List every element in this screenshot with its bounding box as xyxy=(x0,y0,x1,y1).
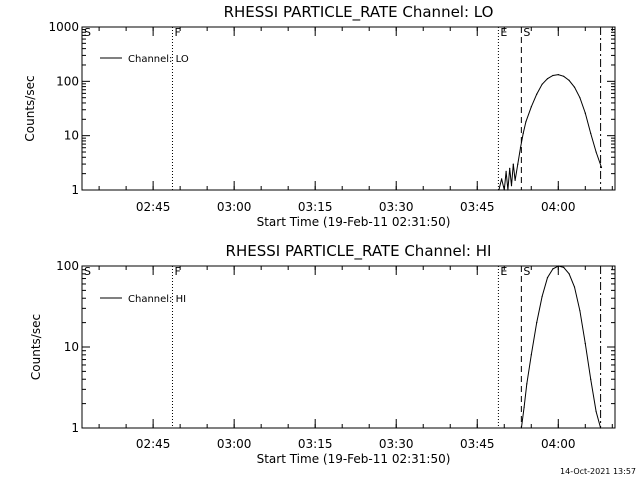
chart-panel-2: RHESSI PARTICLE_RATE Channel: HI 1 10 100 02… xyxy=(29,242,616,466)
data-point xyxy=(523,406,525,408)
chart-title: RHESSI PARTICLE_RATE Channel: LO xyxy=(224,3,494,22)
y-axis-label: Counts/sec xyxy=(23,75,37,141)
data-point xyxy=(530,354,532,356)
data-point xyxy=(505,170,507,172)
footer-timestamp: 14-Oct-2021 13:57 xyxy=(560,467,636,476)
data-point xyxy=(590,378,592,380)
data-point xyxy=(509,167,511,169)
legend-entry: Channel: HI xyxy=(128,294,186,305)
data-point xyxy=(498,189,500,191)
data-point xyxy=(552,74,554,77)
data-point xyxy=(590,132,592,134)
data-point xyxy=(573,86,576,88)
data-point xyxy=(522,132,524,134)
data-point xyxy=(517,163,519,165)
data-point xyxy=(600,166,603,169)
data-point xyxy=(563,75,565,77)
data-point xyxy=(503,189,505,191)
x-tick-label: 03:45 xyxy=(460,437,495,451)
data-point xyxy=(519,147,522,149)
y-tick-label: 1 xyxy=(71,183,79,197)
data-point xyxy=(526,383,528,385)
annotation-label: E xyxy=(500,265,507,278)
data-point xyxy=(541,295,543,298)
data-point xyxy=(595,410,597,413)
y-tick-label: 1 xyxy=(71,421,79,435)
data-point xyxy=(536,93,538,95)
data-point xyxy=(541,83,543,85)
y-tick-label: 100 xyxy=(56,259,79,273)
data-point xyxy=(520,427,523,429)
data-point xyxy=(568,79,570,81)
y-axis-label: Counts/sec xyxy=(29,314,43,380)
x-tick-label: 03:45 xyxy=(460,200,495,214)
data-point xyxy=(552,268,554,270)
data-point xyxy=(579,97,581,99)
x-tick-label: 03:00 xyxy=(217,200,252,214)
annotation-label: E xyxy=(500,26,507,39)
data-point xyxy=(536,322,538,324)
y-tick-label: 1000 xyxy=(48,20,79,34)
x-axis-label: Start Time (19-Feb-11 02:31:50) xyxy=(257,452,451,466)
x-tick-label: 03:15 xyxy=(298,437,333,451)
data-point xyxy=(584,112,586,114)
x-tick-label: 02:45 xyxy=(136,200,171,214)
y-tick-label: 10 xyxy=(64,129,79,143)
data-point xyxy=(573,286,576,288)
data-point xyxy=(546,78,549,80)
annotation-label: S xyxy=(84,265,91,278)
y-tick-label: 10 xyxy=(64,340,79,354)
data-point xyxy=(600,427,602,429)
x-tick-label: 03:00 xyxy=(217,437,252,451)
data-point xyxy=(568,273,570,275)
x-tick-label: 03:15 xyxy=(298,200,333,214)
x-tick-label: 04:00 xyxy=(541,200,576,214)
annotation-label: F xyxy=(174,265,180,278)
chart-title: RHESSI PARTICLE_RATE Channel: HI xyxy=(226,242,492,261)
annotation-label: S xyxy=(523,26,530,39)
data-point xyxy=(579,310,581,312)
chart-panels: RHESSI PARTICLE_RATE Channel: LO11010010… xyxy=(23,3,616,466)
annotation-label: S xyxy=(84,26,91,39)
annotation-label: S xyxy=(523,265,530,278)
data-point xyxy=(595,151,597,153)
chart-panel-1: RHESSI PARTICLE_RATE Channel: LO 1 10 100 10… xyxy=(23,3,616,229)
x-tick-label: 02:45 xyxy=(136,437,171,451)
data-point xyxy=(557,265,559,267)
data-point xyxy=(563,266,565,268)
data-point xyxy=(530,106,532,108)
data-point xyxy=(514,179,516,181)
y-tick-label: 100 xyxy=(56,74,79,88)
annotation-label: F xyxy=(174,26,180,39)
data-point xyxy=(546,277,549,279)
data-point xyxy=(584,343,586,345)
legend-entry: Channel: LO xyxy=(128,54,189,65)
data-point xyxy=(501,178,503,180)
data-point xyxy=(557,74,559,76)
data-point xyxy=(525,121,527,123)
data-point xyxy=(510,185,513,187)
data-point xyxy=(507,189,509,191)
x-tick-label: 04:00 xyxy=(541,437,576,451)
x-axis-label: Start Time (19-Feb-11 02:31:50) xyxy=(257,215,451,229)
data-point xyxy=(512,163,514,165)
x-tick-label: 03:30 xyxy=(379,200,414,214)
x-tick-label: 03:30 xyxy=(379,437,414,451)
